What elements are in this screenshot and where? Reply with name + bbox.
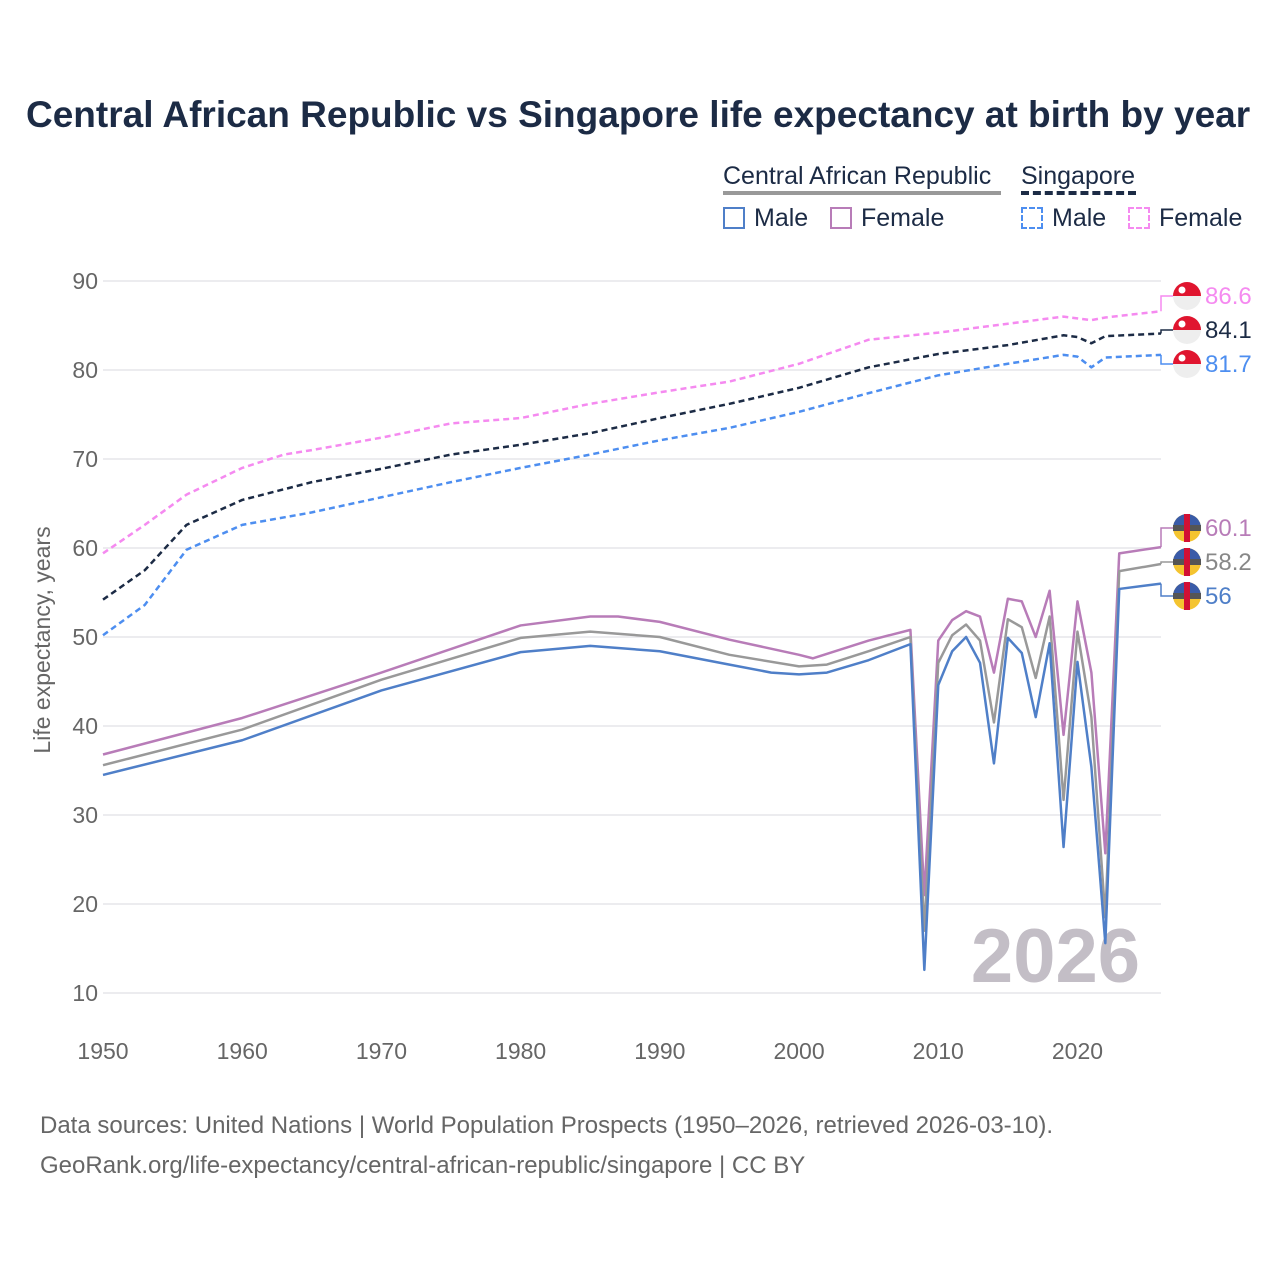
singapore-flag-moon [1178, 320, 1186, 328]
series-line-singapore-female [102, 310, 1162, 555]
y-tick-label: 40 [72, 713, 98, 739]
legend-car-female-swatch[interactable] [830, 207, 852, 229]
car-flag-stripe [1184, 582, 1190, 610]
source-line-1: Data sources: United Nations | World Pop… [40, 1112, 1054, 1139]
y-tick-label: 60 [72, 535, 98, 561]
end-value-label: 58.2 [1205, 549, 1252, 576]
end-value-label: 56 [1205, 583, 1232, 610]
year-watermark: 2026 [971, 914, 1140, 999]
x-tick-label: 1990 [634, 1038, 685, 1064]
legend-car-male-swatch[interactable] [723, 207, 745, 229]
label-connector [1160, 354, 1173, 365]
label-connector [1160, 295, 1173, 312]
chart-title: Central African Republic vs Singapore li… [26, 94, 1251, 135]
source-line-2[interactable]: GeoRank.org/life-expectancy/central-afri… [40, 1152, 806, 1179]
x-tick-label: 1970 [356, 1038, 407, 1064]
x-tick-label: 1960 [217, 1038, 268, 1064]
y-tick-label: 80 [72, 357, 98, 383]
y-tick-label: 20 [72, 891, 98, 917]
label-connector [1160, 583, 1173, 597]
label-connector [1160, 329, 1173, 334]
singapore-flag-moon [1178, 286, 1186, 294]
end-value-label: 60.1 [1205, 515, 1252, 542]
legend-group-singapore[interactable]: Singapore [1021, 162, 1135, 190]
car-flag-stripe [1184, 514, 1190, 542]
legend-car-female[interactable]: Female [861, 204, 945, 232]
series-line-central-african-republic [102, 562, 1162, 932]
label-connector [1160, 561, 1173, 565]
end-value-label: 84.1 [1205, 317, 1252, 344]
x-tick-label: 1950 [77, 1038, 128, 1064]
y-tick-label: 90 [72, 268, 98, 294]
legend-car-line [723, 191, 1001, 195]
legend-sg-female[interactable]: Female [1159, 204, 1243, 232]
y-axis-label: Life expectancy, years [29, 526, 55, 753]
singapore-flag-red [1173, 316, 1201, 330]
legend-group-car[interactable]: Central African Republic [723, 162, 992, 190]
y-tick-label: 30 [72, 802, 98, 828]
x-tick-label: 2020 [1052, 1038, 1103, 1064]
legend-sg-female-swatch[interactable] [1128, 207, 1150, 229]
series-line-central-african-republic-female [102, 545, 1162, 897]
x-tick-label: 1980 [495, 1038, 546, 1064]
end-value-label: 81.7 [1205, 351, 1252, 378]
car-flag-stripe [1184, 548, 1190, 576]
legend-sg-male[interactable]: Male [1052, 204, 1107, 232]
series-line-central-african-republic-male [102, 582, 1162, 972]
source-note: Data sources: United Nations | World Pop… [40, 1106, 1053, 1186]
singapore-flag-moon [1178, 354, 1186, 362]
y-tick-label: 50 [72, 624, 98, 650]
series-line-singapore-male [102, 353, 1162, 637]
y-tick-label: 70 [72, 446, 98, 472]
singapore-flag-red [1173, 350, 1201, 364]
series-line-singapore [102, 332, 1162, 601]
x-tick-label: 2000 [773, 1038, 824, 1064]
legend-sg-male-swatch[interactable] [1021, 207, 1043, 229]
singapore-flag-red [1173, 282, 1201, 296]
y-tick-label: 10 [72, 980, 98, 1006]
legend-singapore-line [1021, 191, 1136, 195]
label-connector [1160, 527, 1173, 548]
end-value-label: 86.6 [1205, 283, 1252, 310]
x-tick-label: 2010 [913, 1038, 964, 1064]
legend-car-male[interactable]: Male [754, 204, 809, 232]
